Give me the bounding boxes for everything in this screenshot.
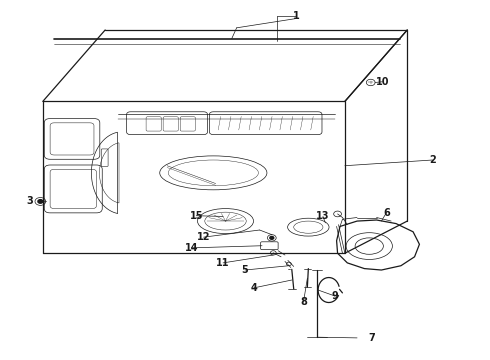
Text: 7: 7 <box>368 333 375 343</box>
Text: 9: 9 <box>332 291 339 301</box>
Text: 8: 8 <box>300 297 307 307</box>
Circle shape <box>38 200 43 203</box>
Text: 4: 4 <box>250 283 257 293</box>
Text: 2: 2 <box>429 156 436 165</box>
Text: 6: 6 <box>383 208 390 218</box>
Text: 5: 5 <box>242 265 248 275</box>
Text: 1: 1 <box>293 12 299 21</box>
Text: 15: 15 <box>190 211 203 221</box>
Circle shape <box>270 237 274 239</box>
Text: 11: 11 <box>216 258 230 268</box>
Text: 10: 10 <box>376 77 389 87</box>
Text: 12: 12 <box>197 232 210 242</box>
Text: 13: 13 <box>316 211 330 221</box>
Text: 14: 14 <box>185 243 198 253</box>
Text: 3: 3 <box>26 197 33 206</box>
